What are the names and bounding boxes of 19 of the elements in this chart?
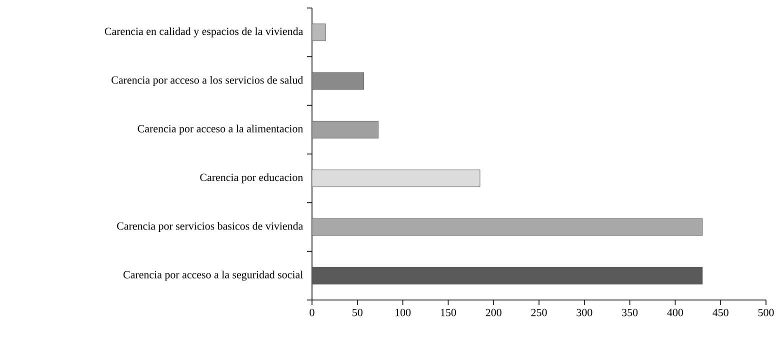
x-tick-label: 0 [310,308,314,316]
bar [312,72,364,90]
y-tick-label: Carencia por educacion [200,173,303,184]
x-tick-label: 200 [486,308,502,316]
y-tick-label: Carencia por acceso a la alimentacion [138,124,304,135]
y-tick-label: Carencia por acceso a los servicios de salud [112,76,304,86]
y-tick-label: Carencia por acceso a la seguridad social [123,270,303,281]
x-tick-label: 150 [440,308,456,316]
y-tick-label: Carencia en calidad y espacios de la vivienda [104,27,304,38]
y-tick-label: Carencia por servicios basicos de vivienda [117,222,304,232]
x-tick-label: 450 [712,308,728,316]
x-tick-label: 50 [352,308,362,316]
x-tick-label: 100 [396,308,411,316]
x-tick-label: 250 [531,308,547,316]
x-tick-label: 500 [758,308,774,316]
bar [312,218,703,236]
x-tick-label: 400 [667,308,684,316]
x-tick-label: 350 [622,308,638,316]
x-tick-label: 300 [576,308,592,316]
